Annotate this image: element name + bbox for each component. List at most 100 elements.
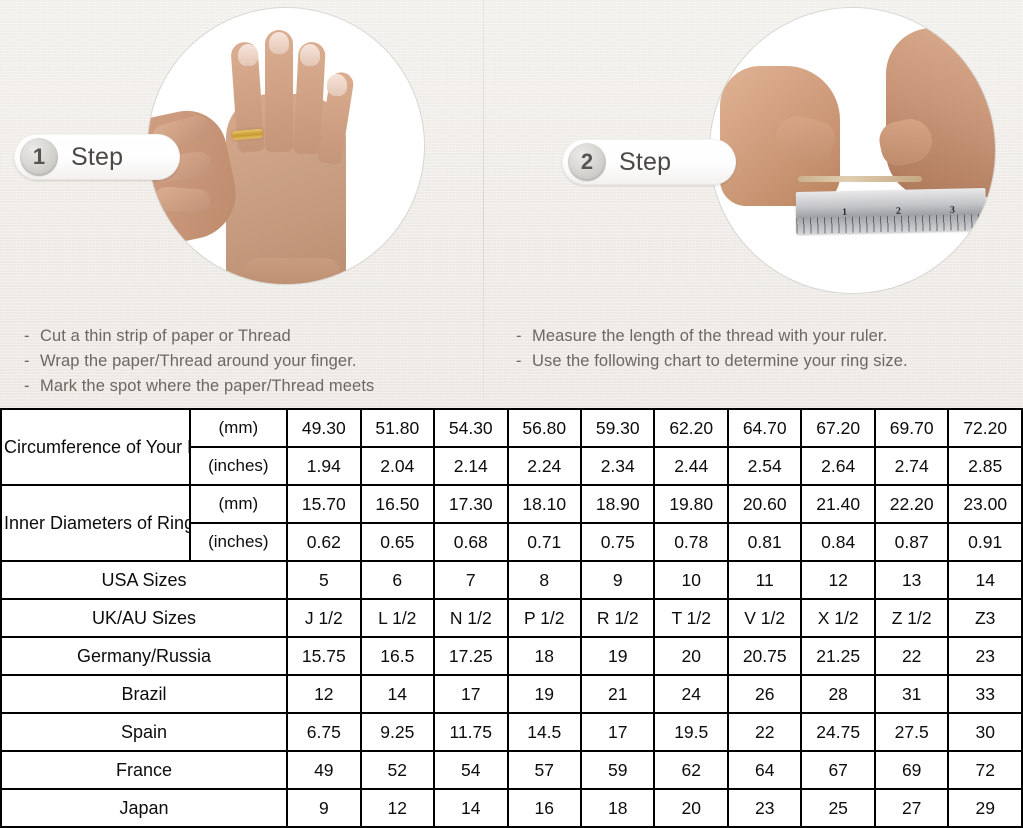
data-cell: 25	[800, 788, 876, 828]
step-2-badge: 2 Step	[562, 139, 736, 185]
data-cell: 23	[726, 788, 803, 828]
data-cell: T 1/2	[653, 598, 729, 638]
data-cell: 6	[359, 560, 436, 600]
row-label: France	[0, 750, 289, 790]
data-cell: 9.25	[359, 712, 436, 752]
instruction-line: - Cut a thin strip of paper or Thread	[24, 324, 474, 349]
data-cell: 13	[873, 560, 950, 600]
data-cell: 14.5	[506, 712, 583, 752]
data-cell: 26	[726, 674, 803, 714]
data-cell: 14	[947, 560, 1023, 600]
step-2-instructions: - Measure the length of the thread with y…	[516, 324, 1011, 374]
data-cell: 33	[947, 674, 1023, 714]
data-cell: 23	[947, 636, 1023, 676]
instruction-line: - Measure the length of the thread with y…	[516, 324, 1011, 349]
data-cell: 16.50	[359, 484, 436, 524]
table-row: Circumference of Your Finger(mm)49.3051.…	[0, 408, 1023, 486]
data-cell: 24.75	[800, 712, 876, 752]
instruction-line: - Mark the spot where the paper/Thread me…	[24, 374, 474, 399]
data-cell: 27.5	[873, 712, 950, 752]
data-cell: 2.85	[947, 446, 1023, 486]
row-label: Germany/Russia	[0, 636, 289, 676]
data-cell: 1.94	[286, 446, 362, 486]
bullet-dash-icon: -	[24, 327, 30, 345]
data-cell: 17.25	[433, 636, 509, 676]
data-cell: 2.64	[800, 446, 876, 486]
data-cell: 28	[800, 674, 876, 714]
data-cell: 62.20	[653, 408, 729, 448]
ruler-mark-2: 2	[895, 205, 902, 217]
data-cell: 64.70	[726, 408, 803, 448]
ruler-mark-1: 1	[841, 206, 848, 219]
data-cell: 2.44	[653, 446, 729, 486]
fingernail	[327, 74, 347, 96]
data-cell: 9	[579, 560, 656, 600]
data-cell: 29	[947, 788, 1023, 828]
unit-label: (inches)	[188, 446, 289, 486]
data-cell: 24	[653, 674, 729, 714]
data-cell: 21	[579, 674, 656, 714]
table-row: Spain 6.75 9.25 11.75 14.5 17 19.5 22 24.75 27.5 3…	[0, 712, 1023, 752]
data-cell: 22.20	[873, 484, 950, 524]
unit-label: (mm)	[188, 484, 289, 524]
data-cell: 2.24	[506, 446, 583, 486]
data-cell: 15.70	[286, 484, 362, 524]
data-cell: 54	[433, 750, 509, 790]
ruler-ticks	[796, 214, 987, 234]
ruler-mark-3: 3	[949, 204, 956, 216]
row-label: Japan	[0, 788, 289, 828]
data-cell: 21.40	[800, 484, 876, 524]
table-row: France 49 52 54 57 59 62 64 67 69 72	[0, 750, 1023, 790]
data-cell: 18	[579, 788, 656, 828]
table-row: Germany/Russia 15.75 16.5 17.25 18 19 20 20.75 2…	[0, 636, 1023, 676]
step-2-photo: 1 2 3	[710, 8, 995, 293]
data-cell: 14	[433, 788, 509, 828]
data-cell: 62	[653, 750, 729, 790]
data-cell: 19.5	[653, 712, 729, 752]
hand-with-ring-illustration	[148, 8, 424, 284]
data-cell: 0.65	[359, 522, 436, 562]
data-cell: 69	[873, 750, 950, 790]
unit-label: (mm)	[188, 408, 289, 448]
measuring-thread-illustration: 1 2 3	[710, 8, 995, 293]
data-cell: 2.14	[433, 446, 509, 486]
steps-illustration-area: 1 Step - Cut a thin strip of paper or Thr…	[0, 0, 1023, 408]
instruction-text: Mark the spot where the paper/Thread mee…	[40, 377, 375, 395]
row-label: Spain	[0, 712, 289, 752]
data-cell: 12	[800, 560, 876, 600]
fingernail	[300, 44, 320, 66]
step-1-badge: 1 Step	[14, 134, 180, 180]
data-cell: 0.87	[873, 522, 950, 562]
table-row: USA Sizes 5 6 7 8 9 10 11 12 13 14	[0, 560, 1023, 600]
data-cell: 31	[873, 674, 950, 714]
data-cell: X 1/2	[800, 598, 876, 638]
data-cell: 20	[653, 788, 729, 828]
instruction-text: Wrap the paper/Thread around your finger…	[40, 352, 357, 370]
fingernail	[238, 44, 258, 66]
panel-divider	[483, 0, 484, 400]
data-cell: 0.71	[506, 522, 583, 562]
second-hand-finger	[153, 186, 211, 214]
data-cell: J 1/2	[286, 598, 362, 638]
bullet-dash-icon: -	[516, 327, 522, 345]
step-2-number: 2	[568, 143, 606, 181]
instruction-text: Measure the length of the thread with yo…	[532, 327, 888, 345]
data-cell: 20	[653, 636, 729, 676]
row-label: UK/AU Sizes	[0, 598, 289, 638]
data-cell: 59.30	[579, 408, 656, 448]
data-cell: 2.04	[359, 446, 436, 486]
data-cell: 23.00	[947, 484, 1023, 524]
table-row: Inner Diameters of Rings (mm) 15.70 16.50 17…	[0, 484, 1023, 562]
data-cell: 57	[506, 750, 583, 790]
data-cell: 0.68	[433, 522, 509, 562]
instruction-line: - Wrap the paper/Thread around your finge…	[24, 349, 474, 374]
data-cell: 56.80	[506, 408, 583, 448]
data-cell: 18.10	[506, 484, 583, 524]
data-cell: 22	[726, 712, 803, 752]
data-cell: P 1/2	[506, 598, 583, 638]
table-row: Japan 9 12 14 16 18 20 23 25 27 29	[0, 788, 1023, 828]
data-cell: 67	[800, 750, 876, 790]
instruction-text: Cut a thin strip of paper or Thread	[40, 327, 291, 345]
data-cell: 16	[506, 788, 583, 828]
data-cell: 11	[726, 560, 803, 600]
